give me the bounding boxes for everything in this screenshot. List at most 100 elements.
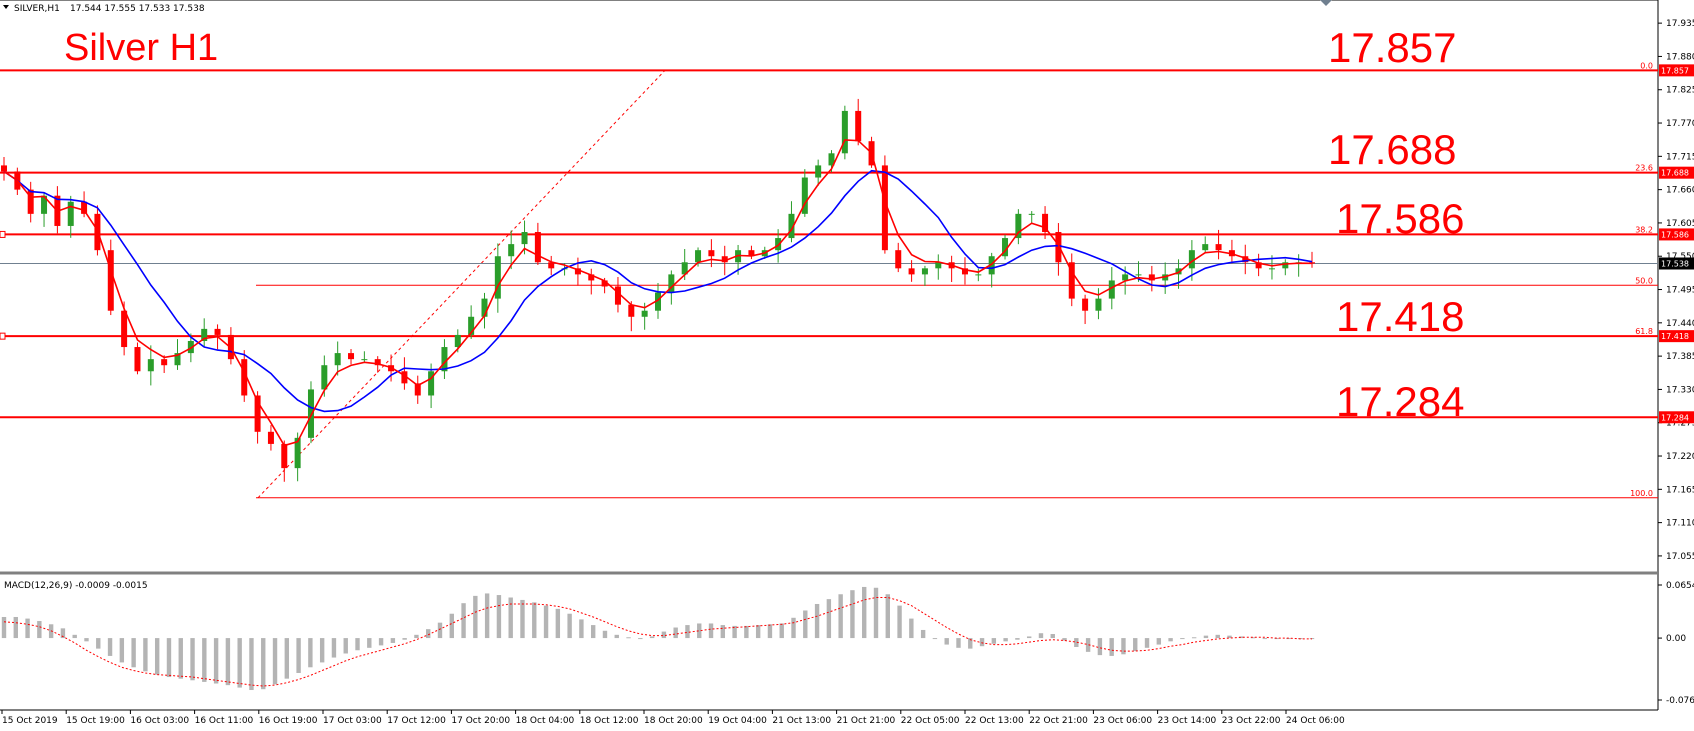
candle-body [588, 274, 595, 281]
candle-body [895, 250, 902, 269]
macd-histogram-bar [767, 624, 773, 639]
level-lines: 0.0 23.6 38.2 61.8 50.0 100.0 [0, 61, 1658, 499]
macd-histogram-bar [272, 638, 278, 685]
candle-body [828, 153, 835, 166]
price-tag-label: 17.418 [1661, 332, 1689, 341]
time-axis: 15 Oct 2019 15 Oct 19:00 16 Oct 03:00 16 Oc… [1, 710, 1345, 726]
candle-body [574, 268, 581, 275]
level-labels: 17.857 17.688 17.586 17.418 17.284 [1328, 24, 1464, 425]
candle-body [601, 280, 608, 287]
macd-histogram-bar [897, 605, 902, 639]
macd-histogram-bar [555, 608, 561, 639]
y-tick-label: 17.770 [1666, 119, 1694, 129]
candle-body [1135, 274, 1142, 276]
fib-level-label: 50.0 [1635, 276, 1653, 285]
fib-trend-line [257, 70, 666, 499]
candle-body [508, 244, 515, 257]
menu-triangle-icon[interactable] [3, 5, 9, 9]
macd-histogram-bar [791, 617, 796, 639]
macd-histogram-bar [532, 602, 537, 639]
macd-histogram-bar [1074, 638, 1079, 648]
macd-histogram-bar [426, 629, 431, 639]
macd-signal-line [3, 597, 1312, 687]
fib-level-label: 38.2 [1635, 225, 1653, 234]
macd-histogram-bar [107, 638, 113, 656]
symbol-label: SILVER,H1 [14, 4, 60, 14]
candle-body [428, 371, 435, 396]
candle-body [267, 431, 274, 444]
candle-body [668, 274, 675, 293]
price-tag-label: 17.586 [1661, 230, 1689, 239]
macd-histogram-bar [614, 634, 619, 639]
candle-body [361, 359, 368, 361]
candle-body [961, 268, 968, 275]
macd-histogram-bar [590, 625, 596, 639]
price-tag-label: 17.284 [1661, 413, 1689, 422]
macd-histogram-bar [732, 625, 737, 639]
macd-histogram-bar [873, 587, 879, 639]
y-tick-label: 17.715 [1666, 152, 1694, 162]
macd-histogram-bar [944, 638, 949, 645]
price-axis: 17.935 17.880 17.825 17.770 17.715 17.660 17.6… [1658, 19, 1694, 706]
x-tick-label: 16 Oct 03:00 [130, 716, 189, 726]
candle-body [988, 256, 995, 275]
macd-histogram-bar [437, 622, 443, 639]
macd-histogram-bar [202, 638, 207, 682]
macd-histogram-bar [779, 623, 784, 639]
macd-histogram-bar [979, 638, 985, 647]
macd-histogram-bar [213, 638, 219, 684]
macd-histogram-bar [143, 638, 148, 672]
macd-histogram-bar [154, 638, 160, 675]
macd-histogram-bar [284, 638, 290, 679]
candle-body [695, 250, 702, 263]
candle-body [1108, 280, 1115, 299]
x-tick-label: 24 Oct 06:00 [1286, 716, 1345, 726]
macd-tick-label: 0.00 [1666, 634, 1686, 644]
candle-body [935, 262, 942, 269]
fib-level-label: 23.6 [1635, 164, 1653, 173]
shift-marker-icon[interactable] [1320, 0, 1332, 6]
macd-histogram-bar [473, 595, 478, 639]
macd-histogram-bar [1121, 638, 1126, 655]
level-anchor-marker [0, 332, 6, 340]
x-tick-label: 23 Oct 22:00 [1222, 716, 1281, 726]
current-price-tag-bg [1659, 257, 1694, 270]
x-tick-label: 15 Oct 19:00 [66, 716, 125, 726]
macd-histogram-bar [96, 638, 101, 649]
macd-tick-label: 0.0654 [1666, 581, 1694, 591]
candle-body [1122, 274, 1129, 281]
candle-body [454, 334, 461, 348]
y-tick-label: 17.605 [1666, 219, 1694, 229]
candle-body [494, 256, 501, 299]
macd-histogram-bar [119, 638, 125, 663]
candle-body [1095, 298, 1102, 311]
candle-body [521, 232, 528, 245]
macd-histogram-bar [543, 605, 549, 639]
candle-body [1148, 274, 1155, 281]
candle-body [614, 286, 621, 305]
candle-body [201, 328, 208, 341]
candle-body [975, 274, 982, 276]
x-tick-label: 17 Oct 12:00 [387, 716, 446, 726]
x-tick-label: 19 Oct 04:00 [708, 716, 767, 726]
candle-body [334, 353, 341, 366]
macd-tick-label: -0.0763 [1666, 696, 1694, 706]
candle-body [134, 347, 141, 372]
candle-body [214, 328, 221, 335]
macd-histogram-bar [484, 593, 490, 639]
candle-body [534, 232, 541, 263]
y-tick-label: 17.110 [1666, 519, 1694, 529]
fib-level-label: 100.0 [1630, 489, 1653, 498]
y-tick-label: 17.935 [1666, 19, 1694, 29]
macd-histogram-bar [579, 619, 584, 639]
x-tick-label: 16 Oct 11:00 [195, 716, 254, 726]
candle-body [708, 250, 715, 257]
y-tick-label: 17.165 [1666, 485, 1694, 495]
candle-body [921, 268, 928, 275]
x-tick-label: 17 Oct 20:00 [451, 716, 510, 726]
candle-body [1268, 268, 1275, 270]
candle-body [1068, 262, 1075, 299]
candle-body [241, 359, 248, 396]
macd-histogram-bar [37, 621, 42, 639]
